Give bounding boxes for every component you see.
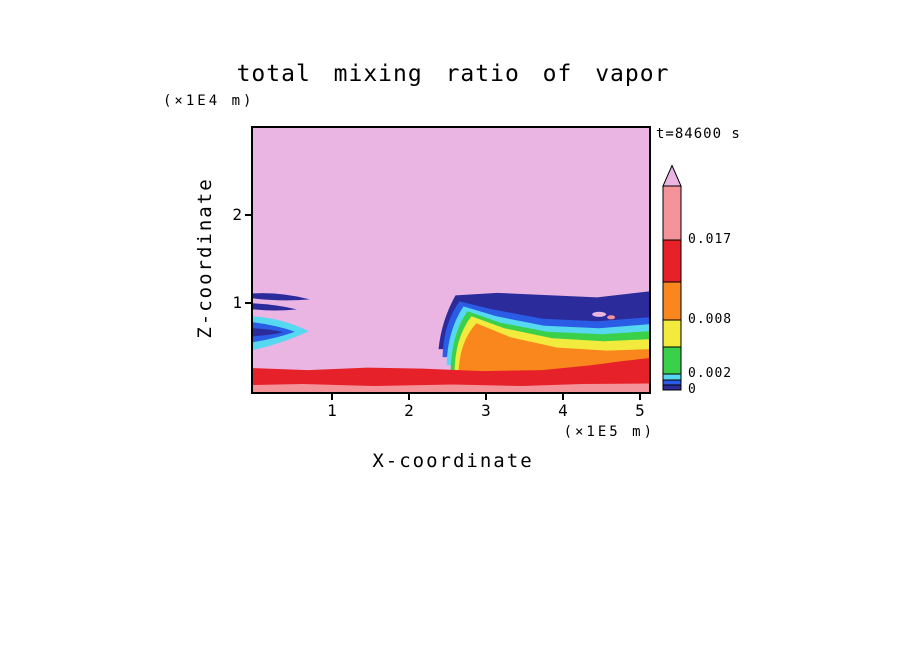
- contour-region-salmon-surface: [253, 383, 649, 392]
- contour-eddy-pink: [607, 315, 616, 320]
- y-tick-label: 1: [232, 293, 242, 312]
- time-annotation: t=84600 s: [656, 126, 741, 142]
- colorbar-label-0017: 0.017: [688, 232, 733, 247]
- colorbar-overflow-arrow: [662, 164, 682, 187]
- contour-region-left-navy-streak-lower: [253, 303, 297, 311]
- colorbar-segment-yellow: [662, 319, 682, 348]
- colorbar-segment-cyan: [662, 373, 682, 381]
- colorbar-segment-red: [662, 239, 682, 283]
- colorbar-segment-navy: [662, 384, 682, 391]
- colorbar-segment-blue: [662, 379, 682, 386]
- y-tick-mark: [245, 302, 252, 304]
- colorbar-label-0002: 0.002: [688, 366, 733, 381]
- x-tick-mark: [331, 394, 333, 400]
- colorbar-segment-orange: [662, 281, 682, 321]
- x-axis-unit: (×1E5 m): [563, 424, 655, 440]
- y-tick-mark: [245, 214, 252, 216]
- contour-field-svg: [253, 128, 649, 392]
- contour-region-left-navy-streak-upper: [253, 293, 310, 301]
- contour-region-red-surface: [253, 358, 649, 392]
- colorbar: [662, 164, 682, 391]
- y-axis-label: Z-coordinate: [194, 177, 216, 339]
- x-tick-mark: [408, 394, 410, 400]
- y-axis-unit: (×1E4 m): [163, 93, 255, 109]
- contour-eddy-plum: [592, 311, 607, 317]
- x-tick-label: 4: [558, 401, 568, 420]
- colorbar-label-0008: 0.008: [688, 312, 733, 327]
- y-tick-label: 2: [232, 205, 242, 224]
- x-tick-label: 5: [635, 401, 645, 420]
- x-tick-label: 1: [327, 401, 337, 420]
- x-tick-mark: [562, 394, 564, 400]
- colorbar-segment-salmon: [662, 185, 682, 241]
- colorbar-segment-green: [662, 346, 682, 375]
- colorbar-label-0: 0: [688, 382, 697, 397]
- x-tick-label: 2: [404, 401, 414, 420]
- contour-region-left-navy-sliver: [253, 328, 283, 337]
- x-tick-mark: [485, 394, 487, 400]
- x-axis-label: X-coordinate: [372, 450, 534, 472]
- chart-title: total mixing ratio of vapor: [236, 61, 670, 87]
- x-tick-mark: [639, 394, 641, 400]
- x-tick-label: 3: [481, 401, 491, 420]
